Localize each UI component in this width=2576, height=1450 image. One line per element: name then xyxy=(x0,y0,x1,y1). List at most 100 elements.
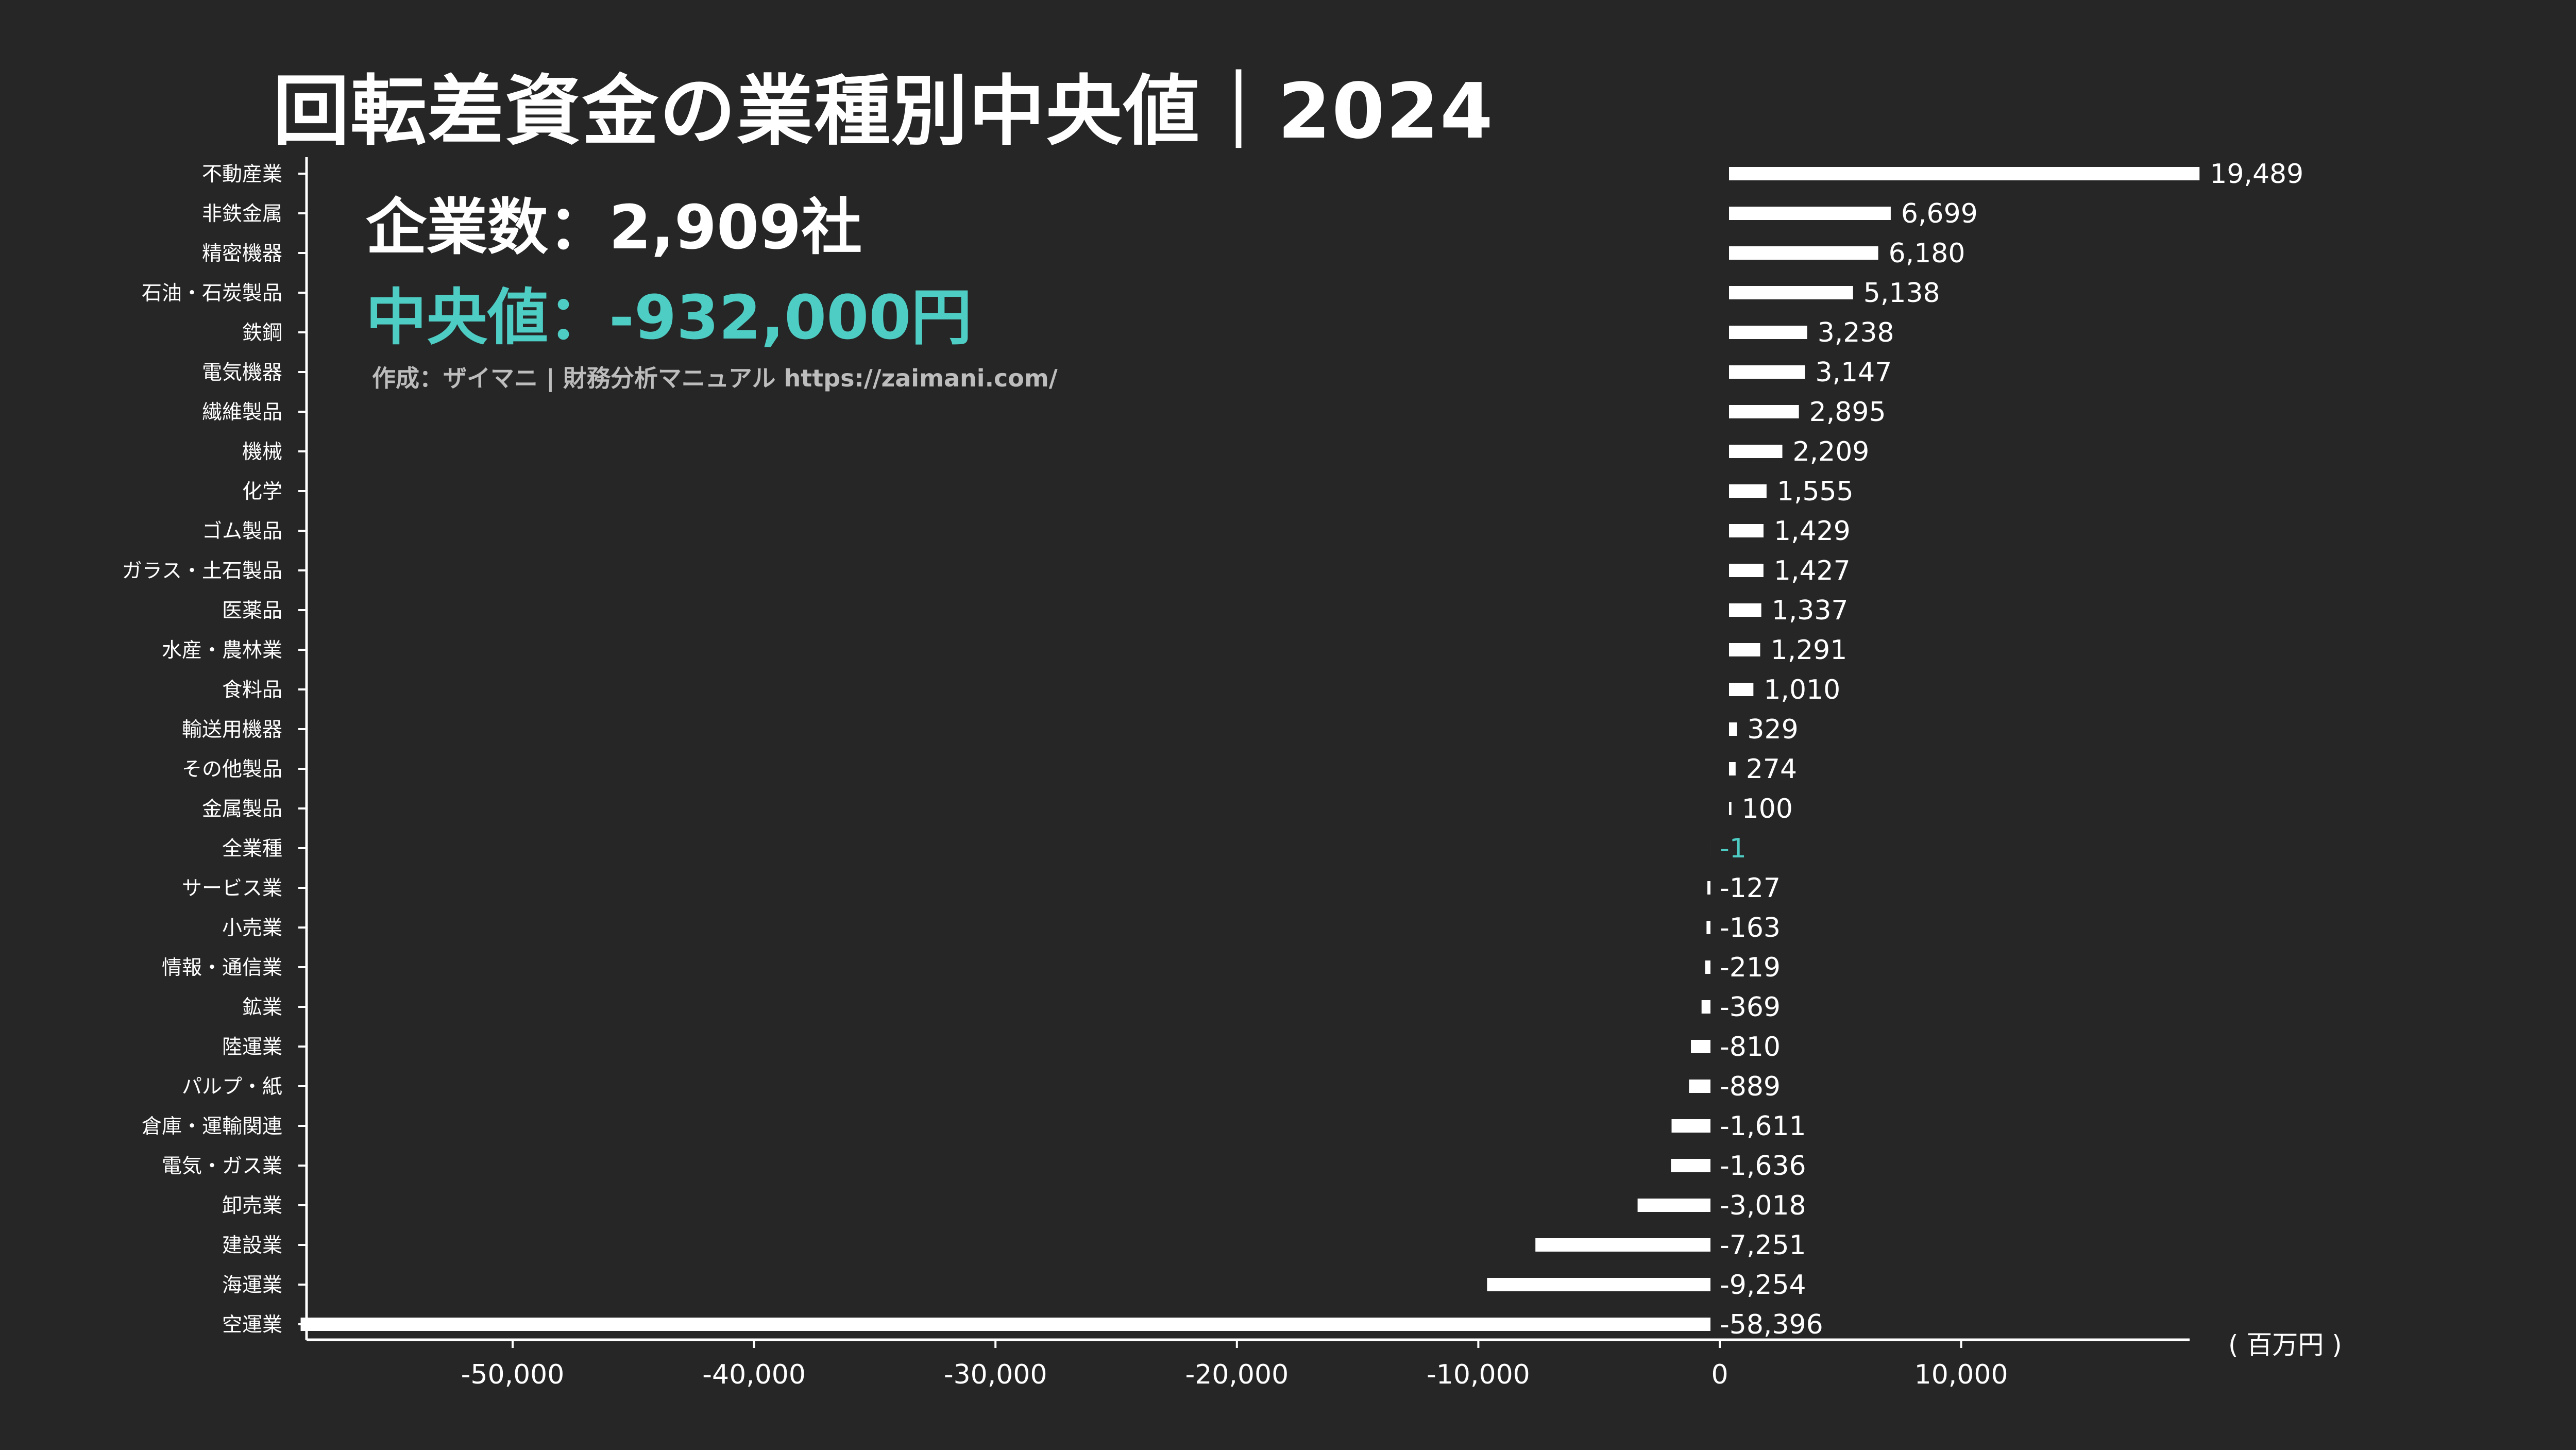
bar xyxy=(1729,286,1853,299)
bar xyxy=(1729,445,1783,458)
unit-label: ( 百万円 ) xyxy=(2228,1330,2342,1360)
value-label: 19,489 xyxy=(2210,159,2303,190)
bar xyxy=(1689,1080,1710,1093)
category-label: サービス業 xyxy=(182,877,282,900)
bar xyxy=(1729,762,1736,775)
category-label: その他製品 xyxy=(182,758,282,781)
bar xyxy=(1671,1119,1710,1133)
value-label: -219 xyxy=(1720,952,1781,983)
category-label: 陸運業 xyxy=(222,1036,282,1059)
value-label: 329 xyxy=(1747,714,1798,745)
category-label: 卸売業 xyxy=(222,1194,282,1218)
category-label: 繊維製品 xyxy=(202,401,282,424)
value-label: 1,291 xyxy=(1770,635,1847,666)
x-tick-label: 0 xyxy=(1711,1359,1728,1390)
bar xyxy=(1729,564,1764,577)
value-label: 5,138 xyxy=(1863,278,1940,309)
category-label: 建設業 xyxy=(222,1234,282,1257)
category-label: ガラス・土石製品 xyxy=(122,560,282,583)
bar xyxy=(1729,484,1767,498)
value-label: -889 xyxy=(1720,1071,1781,1102)
value-label: 3,147 xyxy=(1815,357,1892,388)
bar xyxy=(1535,1238,1710,1252)
value-label: -9,254 xyxy=(1720,1270,1806,1301)
value-label: -163 xyxy=(1720,913,1781,943)
x-tick-label: -20,000 xyxy=(1185,1359,1289,1390)
category-label: 化学 xyxy=(242,480,282,503)
x-tick-label: -30,000 xyxy=(944,1359,1047,1390)
bar xyxy=(1707,881,1710,895)
category-label: 医薬品 xyxy=(222,599,282,622)
category-label: パルプ・紙 xyxy=(182,1075,282,1099)
category-label: 鉱業 xyxy=(242,996,282,1019)
bar xyxy=(1729,643,1760,656)
bar xyxy=(1729,683,1754,696)
bar xyxy=(1729,603,1761,617)
value-label: 274 xyxy=(1746,754,1797,785)
value-label: 100 xyxy=(1742,794,1793,824)
value-label: -1,611 xyxy=(1720,1111,1806,1142)
category-label: 輸送用機器 xyxy=(182,718,282,741)
value-label: -7,251 xyxy=(1720,1230,1806,1261)
value-label: 1,427 xyxy=(1774,555,1851,586)
bar xyxy=(1729,326,1807,339)
category-label: 倉庫・運輸関連 xyxy=(142,1115,282,1138)
category-label: 金属製品 xyxy=(202,798,282,821)
category-label: 情報・通信業 xyxy=(162,956,282,980)
bar xyxy=(1729,207,1891,220)
bar xyxy=(1706,921,1710,934)
category-label: 電気機器 xyxy=(202,361,282,384)
value-label: 6,180 xyxy=(1889,238,1965,269)
value-label: -3,018 xyxy=(1720,1190,1806,1221)
category-label: 電気・ガス業 xyxy=(162,1155,282,1178)
credit-line: 作成：ザイマニ | 財務分析マニュアル https://zaimani.com/ xyxy=(372,364,1058,392)
chart-title: 回転差資金の業種別中央値｜2024 xyxy=(273,67,1494,156)
value-label: -127 xyxy=(1720,873,1781,904)
overall-median: 中央値：-932,000円 xyxy=(366,282,972,353)
value-label: -1,636 xyxy=(1720,1151,1806,1182)
bar xyxy=(1729,524,1764,537)
bar xyxy=(1487,1278,1710,1291)
bar xyxy=(1729,405,1799,418)
value-label: 3,238 xyxy=(1818,317,1894,348)
x-tick-label: -10,000 xyxy=(1427,1359,1530,1390)
bar xyxy=(1729,722,1737,736)
bar xyxy=(1729,246,1878,260)
x-tick-label: 10,000 xyxy=(1914,1359,2008,1390)
value-label: 2,209 xyxy=(1793,436,1870,467)
value-label: 1,010 xyxy=(1764,675,1840,705)
value-label: 1,555 xyxy=(1777,476,1854,507)
x-tick-label: -50,000 xyxy=(461,1359,565,1390)
category-label: 小売業 xyxy=(222,917,282,940)
category-label: 海運業 xyxy=(222,1274,282,1297)
category-label: 鉄鋼 xyxy=(242,322,282,345)
category-label: 石油・石炭製品 xyxy=(142,282,282,305)
value-label: -810 xyxy=(1720,1032,1781,1063)
value-label: -58,396 xyxy=(1720,1309,1823,1340)
category-label: 非鉄金属 xyxy=(202,203,282,226)
bar xyxy=(1701,1000,1710,1014)
value-label: -1 xyxy=(1720,833,1747,864)
company-count: 企業数：2,909社 xyxy=(366,192,862,263)
bar xyxy=(1691,1040,1710,1053)
bar xyxy=(1671,1159,1710,1172)
category-label: 水産・農林業 xyxy=(162,639,282,662)
bar xyxy=(1729,802,1732,815)
category-label: 機械 xyxy=(242,441,282,464)
category-label: 食料品 xyxy=(222,679,282,702)
value-label: -369 xyxy=(1720,992,1781,1023)
value-label: 6,699 xyxy=(1901,198,1978,229)
bar xyxy=(300,1318,1710,1331)
category-label: ゴム製品 xyxy=(202,520,282,543)
category-label: 精密機器 xyxy=(202,242,282,265)
value-label: 1,337 xyxy=(1772,595,1849,626)
bar xyxy=(1729,167,2200,180)
category-label: 空運業 xyxy=(222,1313,282,1337)
bar xyxy=(1729,365,1805,379)
x-tick-label: -40,000 xyxy=(702,1359,806,1390)
bar xyxy=(1705,960,1710,974)
category-label: 不動産業 xyxy=(202,163,282,186)
value-label: 2,895 xyxy=(1809,397,1886,428)
category-label: 全業種 xyxy=(222,837,282,861)
